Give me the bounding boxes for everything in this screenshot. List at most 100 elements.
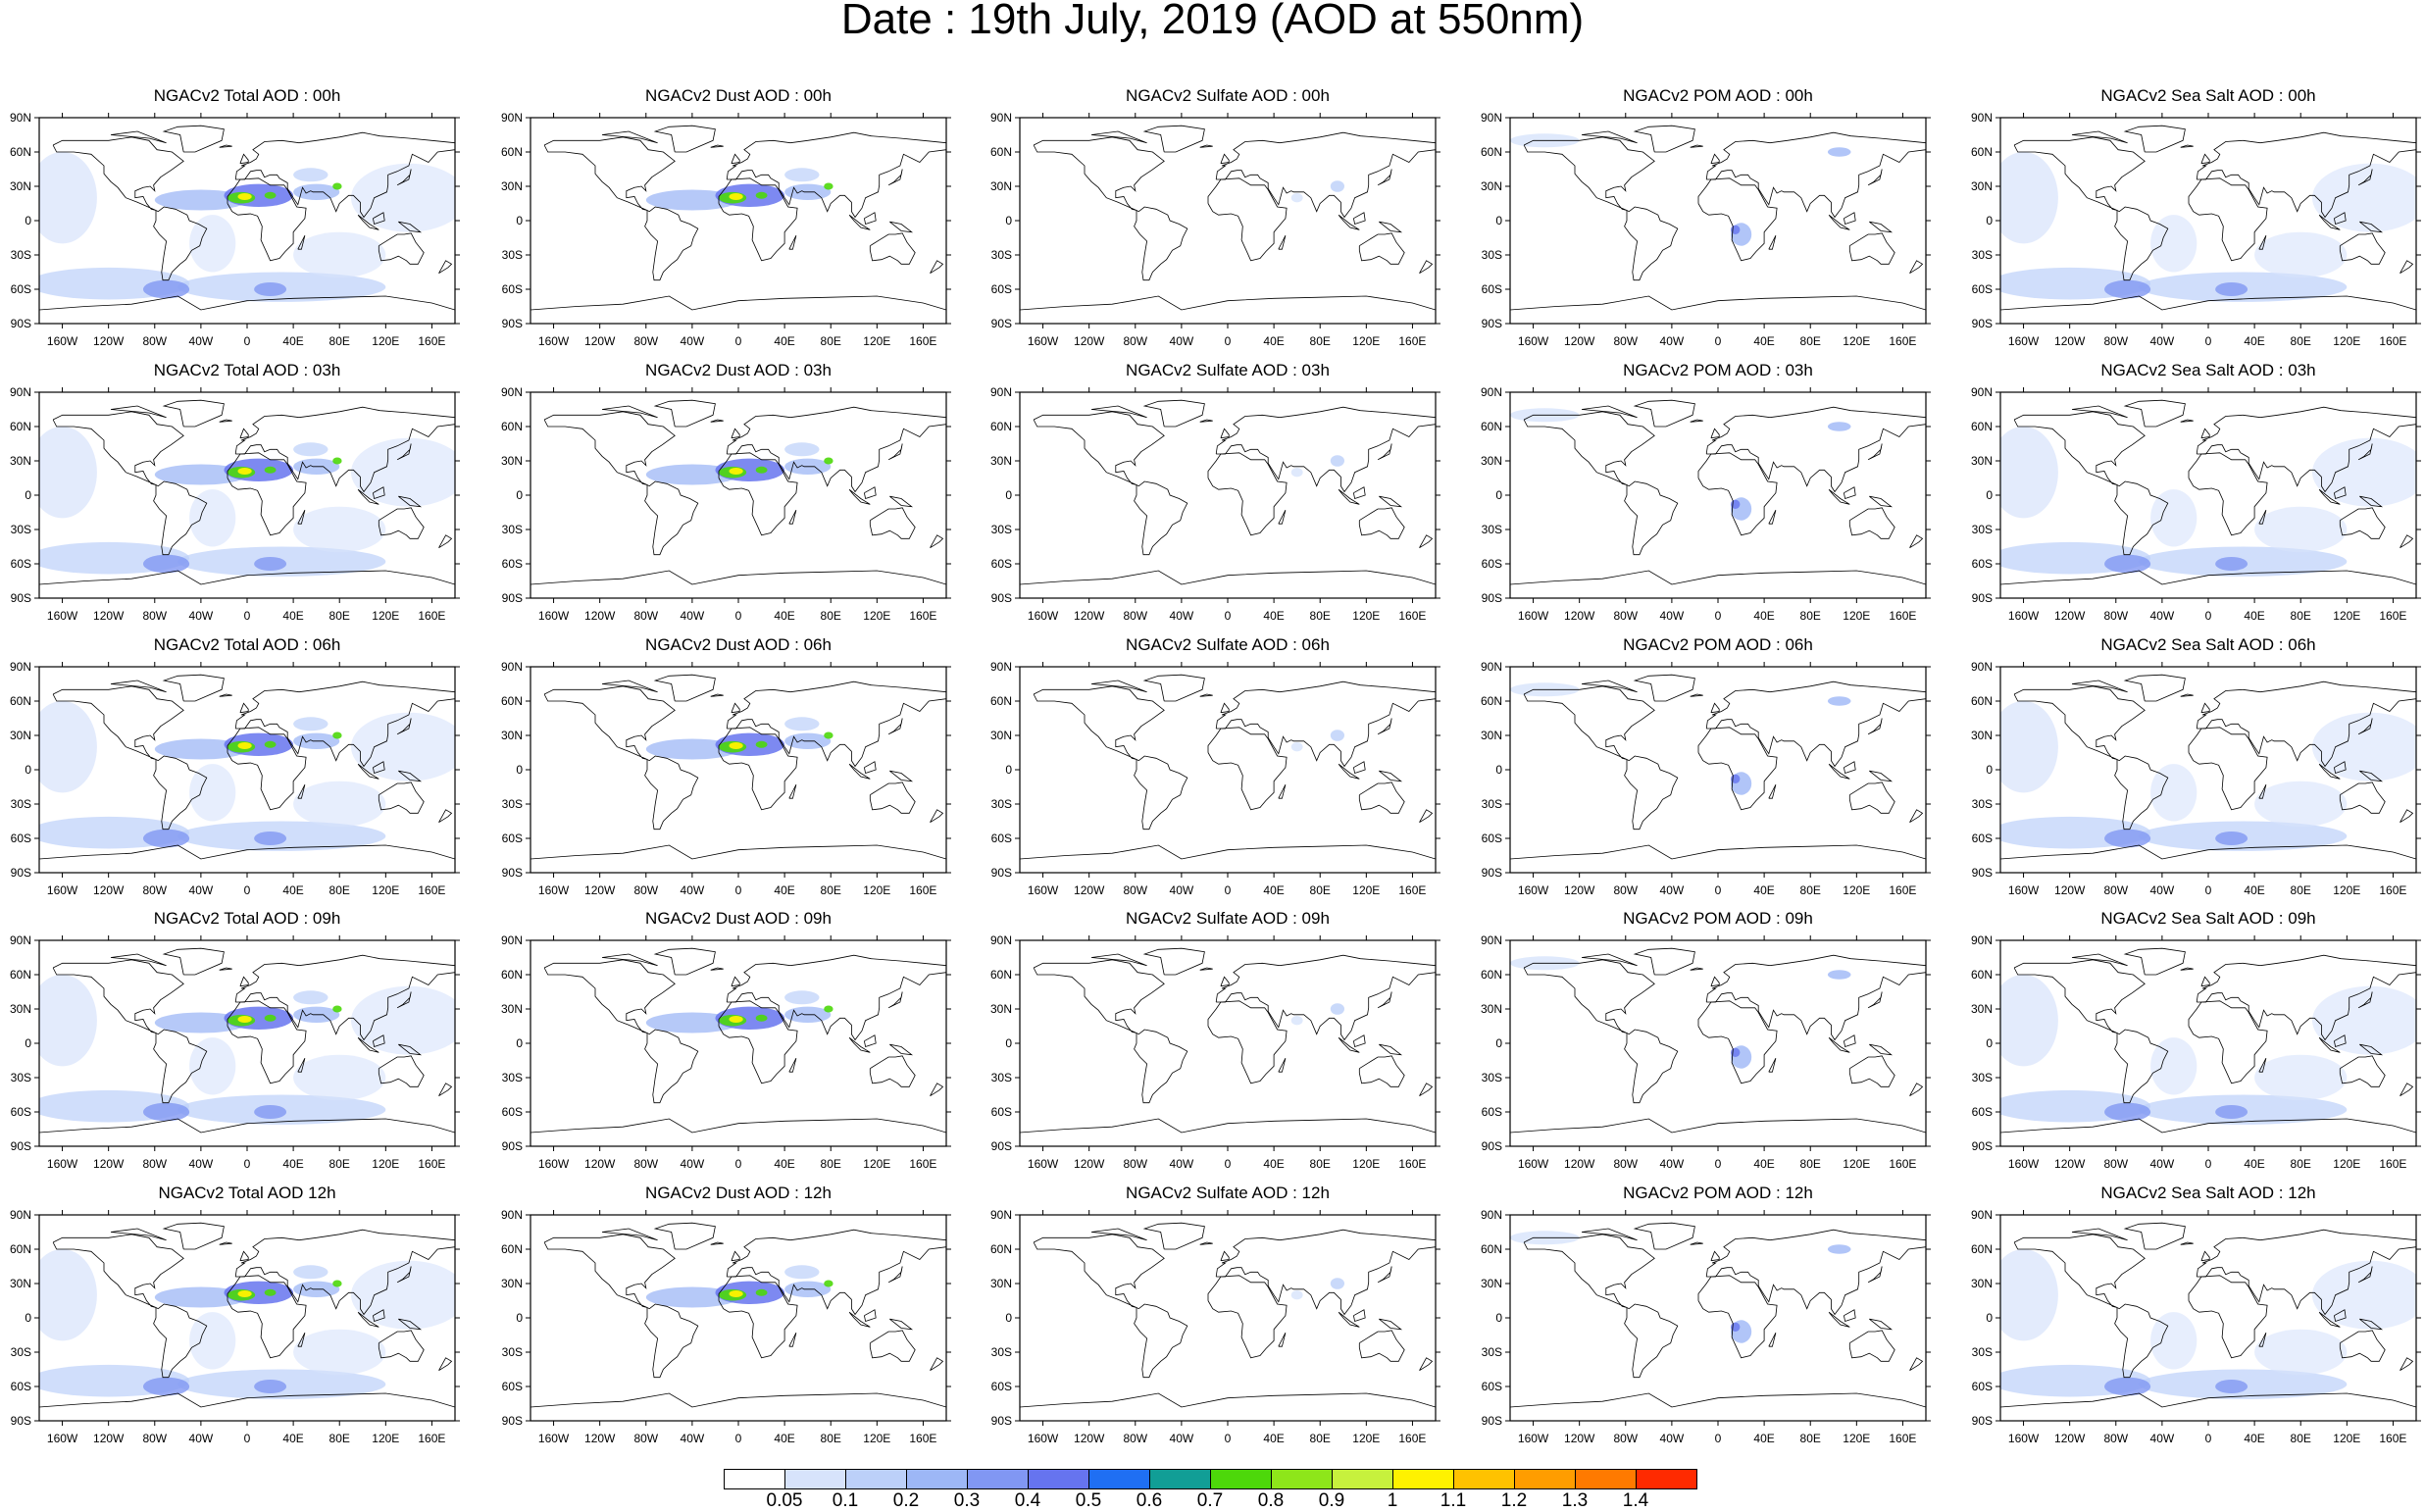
coastlines (2000, 125, 2416, 311)
lat-tick-label: 90N (501, 660, 523, 674)
aod-field (2000, 1249, 2416, 1399)
lat-tick-label: 0 (1005, 1036, 1012, 1050)
lat-tick-label: 90N (990, 385, 1012, 399)
colorbar-label: 1.2 (1500, 1490, 1528, 1511)
lon-tick-label: 80E (821, 883, 841, 897)
lon-tick-label: 40W (2150, 334, 2175, 348)
lon-tick-label: 0 (2205, 883, 2212, 897)
lat-tick-label: 60S (1972, 1380, 1993, 1393)
lon-tick-label: 160E (2379, 609, 2406, 623)
panel-title: NGACv2 POM AOD : 09h (1623, 909, 1813, 928)
lon-tick-label: 40W (189, 334, 214, 348)
lon-tick-label: 40E (1263, 1157, 1284, 1171)
coastlines (39, 399, 455, 585)
lon-tick-label: 120E (1843, 609, 1870, 623)
lon-tick-label: 120E (372, 1157, 399, 1171)
lat-tick-label: 0 (1495, 488, 1502, 502)
lat-tick-label: 90S (1972, 866, 1993, 880)
lon-tick-label: 120W (93, 609, 125, 623)
lat-tick-label: 90N (1481, 660, 1502, 674)
lon-tick-label: 120E (372, 609, 399, 623)
lon-tick-label: 80W (1613, 334, 1638, 348)
lat-tick-label: 60S (1482, 557, 1502, 571)
colorbar-label: 1.3 (1561, 1490, 1589, 1511)
lon-tick-label: 160W (2008, 883, 2040, 897)
map-plot: 90N 60N 30N 0 30S 60S 90S 160W 120W 80W 40W 0 40E 80E… (1971, 660, 2421, 897)
panel-title: NGACv2 Total AOD : 09h (153, 909, 341, 928)
lat-tick-label: 90S (1482, 1414, 1502, 1428)
lon-tick-label: 120E (2333, 883, 2360, 897)
lat-tick-label: 60S (991, 282, 1012, 296)
lon-tick-label: 80E (2291, 883, 2311, 897)
map-plot: 90N 60N 30N 0 30S 60S 90S 160W 120W 80W 40W 0 40E 80E… (990, 660, 1440, 897)
map-panel: NGACv2 Total AOD : 09h 90N 60N 30N 0 30S 60S 90… (0, 909, 490, 1184)
coastlines (39, 125, 455, 311)
lat-tick-label: 60S (991, 1105, 1012, 1119)
lon-tick-label: 160W (538, 883, 570, 897)
lat-tick-label: 30N (501, 454, 523, 468)
lat-tick-label: 60S (991, 1380, 1012, 1393)
lon-tick-label: 160W (1518, 883, 1549, 897)
map-plot: 90N 60N 30N 0 30S 60S 90S 160W 120W 80W 40W 0 40E 80E… (1971, 1208, 2421, 1445)
lon-tick-label: 80W (1613, 609, 1638, 623)
map-plot: 90N 60N 30N 0 30S 60S 90S 160W 120W 80W 40W 0 40E 80E… (1481, 933, 1931, 1171)
lat-tick-label: 0 (1495, 214, 1502, 227)
lat-tick-label: 60N (1481, 145, 1502, 159)
lon-tick-label: 160E (909, 609, 936, 623)
panel-title: NGACv2 POM AOD : 06h (1623, 635, 1813, 654)
lat-tick-label: 0 (1005, 1311, 1012, 1325)
colorbar-box (1575, 1469, 1637, 1489)
lat-tick-label: 90S (991, 1139, 1012, 1153)
colorbar (724, 1469, 1697, 1489)
lon-tick-label: 80E (329, 883, 350, 897)
map-plot: 90N 60N 30N 0 30S 60S 90S 160W 120W 80W 40W 0 40E 80E… (501, 385, 951, 623)
lat-tick-label: 90N (501, 1208, 523, 1222)
lon-tick-label: 80W (142, 609, 167, 623)
panel-title: NGACv2 Sea Salt AOD : 12h (2100, 1184, 2316, 1202)
lon-tick-label: 40W (2150, 1157, 2175, 1171)
lon-tick-label: 0 (1715, 334, 1722, 348)
lon-tick-label: 0 (244, 609, 251, 623)
map-plot: 90N 60N 30N 0 30S 60S 90S 160W 120W 80W 40W 0 40E 80E… (10, 385, 460, 623)
map-panel: NGACv2 Sea Salt AOD : 12h 90N 60N 30N 0 30S 60… (1961, 1184, 2425, 1458)
panel-title: NGACv2 Sulfate AOD : 09h (1126, 909, 1330, 928)
lat-tick-label: 30N (990, 1277, 1012, 1290)
lon-tick-label: 160E (1889, 883, 1916, 897)
lon-tick-label: 160E (2379, 334, 2406, 348)
lat-tick-label: 30S (1482, 1345, 1502, 1359)
lat-tick-label: 0 (516, 763, 523, 777)
lon-tick-label: 160W (47, 609, 78, 623)
lat-tick-label: 90N (990, 660, 1012, 674)
lon-tick-label: 40W (681, 609, 705, 623)
lon-tick-label: 160E (1889, 334, 1916, 348)
lat-tick-label: 30N (10, 1277, 31, 1290)
lat-tick-label: 60S (1482, 282, 1502, 296)
coastlines (530, 1222, 946, 1408)
lat-tick-label: 60N (1971, 694, 1993, 708)
lat-tick-label: 90N (501, 111, 523, 125)
lon-tick-label: 0 (2205, 609, 2212, 623)
panel-title: NGACv2 Sea Salt AOD : 03h (2100, 361, 2316, 379)
page-title: Date : 19th July, 2019 (AOD at 550nm) (840, 0, 1585, 43)
lon-tick-label: 40E (2244, 609, 2264, 623)
map-plot: 90N 60N 30N 0 30S 60S 90S 160W 120W 80W 40W 0 40E 80E… (1481, 385, 1931, 623)
lat-tick-label: 30N (1481, 729, 1502, 742)
coastlines (1020, 125, 1436, 311)
coastlines (39, 947, 455, 1134)
lat-tick-label: 90S (502, 1139, 523, 1153)
map-panel: NGACv2 Dust AOD : 06h 90N 60N 30N 0 30S 60S 90S… (491, 635, 982, 910)
lon-tick-label: 160E (1398, 609, 1426, 623)
lon-tick-label: 40E (1263, 1432, 1284, 1445)
lat-tick-label: 90N (1971, 385, 1993, 399)
lon-tick-label: 40W (1660, 883, 1685, 897)
lon-tick-label: 80E (329, 609, 350, 623)
lon-tick-label: 160E (1889, 1432, 1916, 1445)
lat-tick-label: 0 (25, 488, 31, 502)
lat-tick-label: 30S (1482, 797, 1502, 811)
lat-tick-label: 30S (502, 248, 523, 262)
lat-tick-label: 0 (1005, 214, 1012, 227)
lat-tick-label: 60N (990, 145, 1012, 159)
lon-tick-label: 120W (584, 883, 616, 897)
lon-tick-label: 80W (1613, 883, 1638, 897)
